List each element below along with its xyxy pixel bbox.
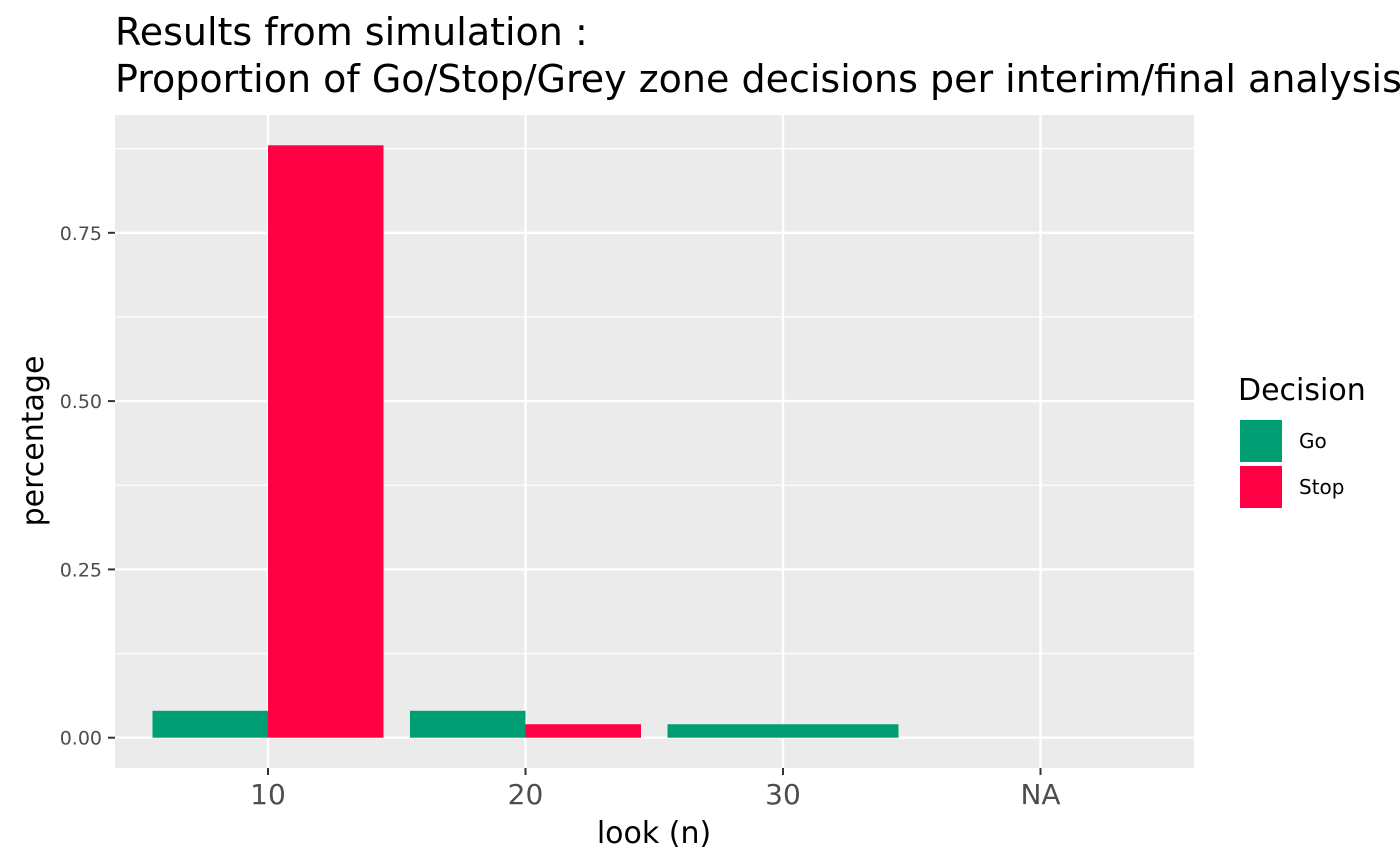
x-tick-label: NA xyxy=(1020,778,1060,811)
bar-stop-20 xyxy=(525,724,641,738)
x-axis: 10 20 30 NA xyxy=(250,768,1061,811)
legend-title: Decision xyxy=(1238,373,1366,408)
x-tick-label: 10 xyxy=(250,778,286,811)
x-axis-title: look (n) xyxy=(597,816,711,851)
bar-stop-10 xyxy=(268,145,384,738)
legend-label-go: Go xyxy=(1299,429,1327,453)
x-tick-label: 30 xyxy=(765,778,801,811)
y-axis-title: percentage xyxy=(16,356,51,527)
y-tick-label: 0.25 xyxy=(60,559,102,581)
legend: Decision Go Stop xyxy=(1238,373,1366,510)
x-tick-label: 20 xyxy=(508,778,544,811)
chart-subtitle: Proportion of Go/Stop/Grey zone decision… xyxy=(115,57,1400,101)
y-tick-label: 0.50 xyxy=(60,391,102,413)
legend-label-stop: Stop xyxy=(1299,475,1344,499)
bar-go-10 xyxy=(152,710,268,738)
y-tick-label: 0.75 xyxy=(60,223,102,245)
y-axis: 0.00 0.25 0.50 0.75 xyxy=(60,223,115,750)
chart-title: Results from simulation : xyxy=(115,10,588,54)
legend-key-go xyxy=(1238,418,1284,464)
bar-go-20 xyxy=(410,710,526,738)
y-tick-label: 0.00 xyxy=(60,728,102,750)
bars xyxy=(152,145,899,738)
bar-go-30 xyxy=(667,724,899,738)
legend-key-stop xyxy=(1238,464,1284,510)
